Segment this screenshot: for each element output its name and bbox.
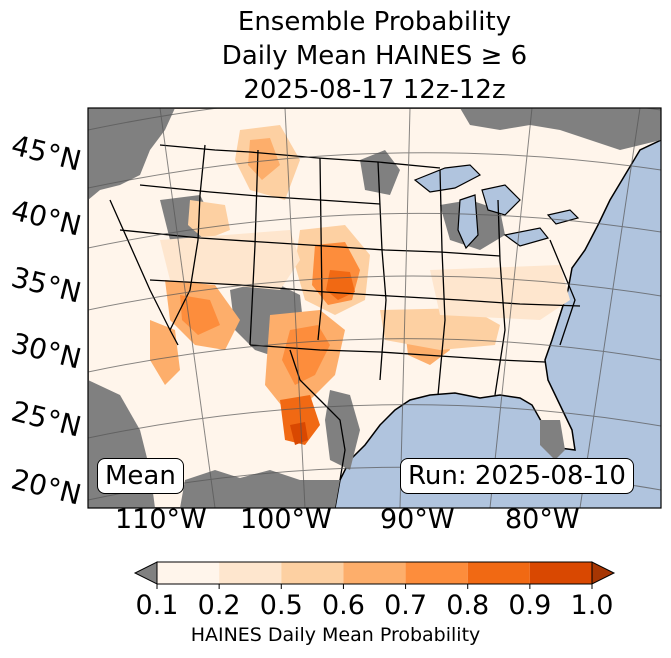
run-date-box: Run: 2025-08-10 (400, 458, 634, 494)
mean-label-box: Mean (97, 458, 184, 494)
land-mass (88, 108, 661, 508)
colorbar-tick-label: 1.0 (570, 590, 614, 621)
colorbar-segment (529, 562, 592, 584)
colorbar-frame (156, 561, 593, 585)
title-line-2: Daily Mean HAINES ≥ 6 (221, 41, 528, 71)
title-line-3: 2025-08-17 12z-12z (243, 75, 506, 105)
colorbar-segment (405, 562, 468, 584)
colorbar (133, 561, 616, 589)
lon-label-80: 80°W (505, 504, 580, 535)
colorbar-segment (343, 562, 406, 584)
colorbar-segment (467, 562, 530, 584)
lon-label-100: 100°W (240, 504, 332, 535)
colorbar-tick-label: 0.2 (197, 590, 241, 621)
colorbar-tick-label: 0.5 (259, 590, 303, 621)
colorbar-over-arrow (591, 561, 616, 585)
great-lakes (413, 164, 580, 250)
colorbar-label: HAINES Daily Mean Probability (190, 624, 481, 646)
colorbar-tick-label: 0.9 (508, 590, 552, 621)
colorbar-under-arrow (133, 561, 158, 585)
map-frame (87, 107, 662, 509)
colorbar-tick-label: 0.1 (135, 590, 179, 621)
colorbar-tick-label: 0.8 (446, 590, 490, 621)
lon-label-90: 90°W (380, 504, 455, 535)
colorbar-segment (281, 562, 344, 584)
colorbar-tick-label: 0.7 (384, 590, 428, 621)
colorbar-segment (157, 562, 220, 584)
title-line-1: Ensemble Probability (237, 7, 512, 37)
state-borders (109, 144, 581, 481)
colorbar-segment (219, 562, 282, 584)
colorbar-tick-label: 0.6 (321, 590, 365, 621)
lon-label-110: 110°W (115, 504, 207, 535)
